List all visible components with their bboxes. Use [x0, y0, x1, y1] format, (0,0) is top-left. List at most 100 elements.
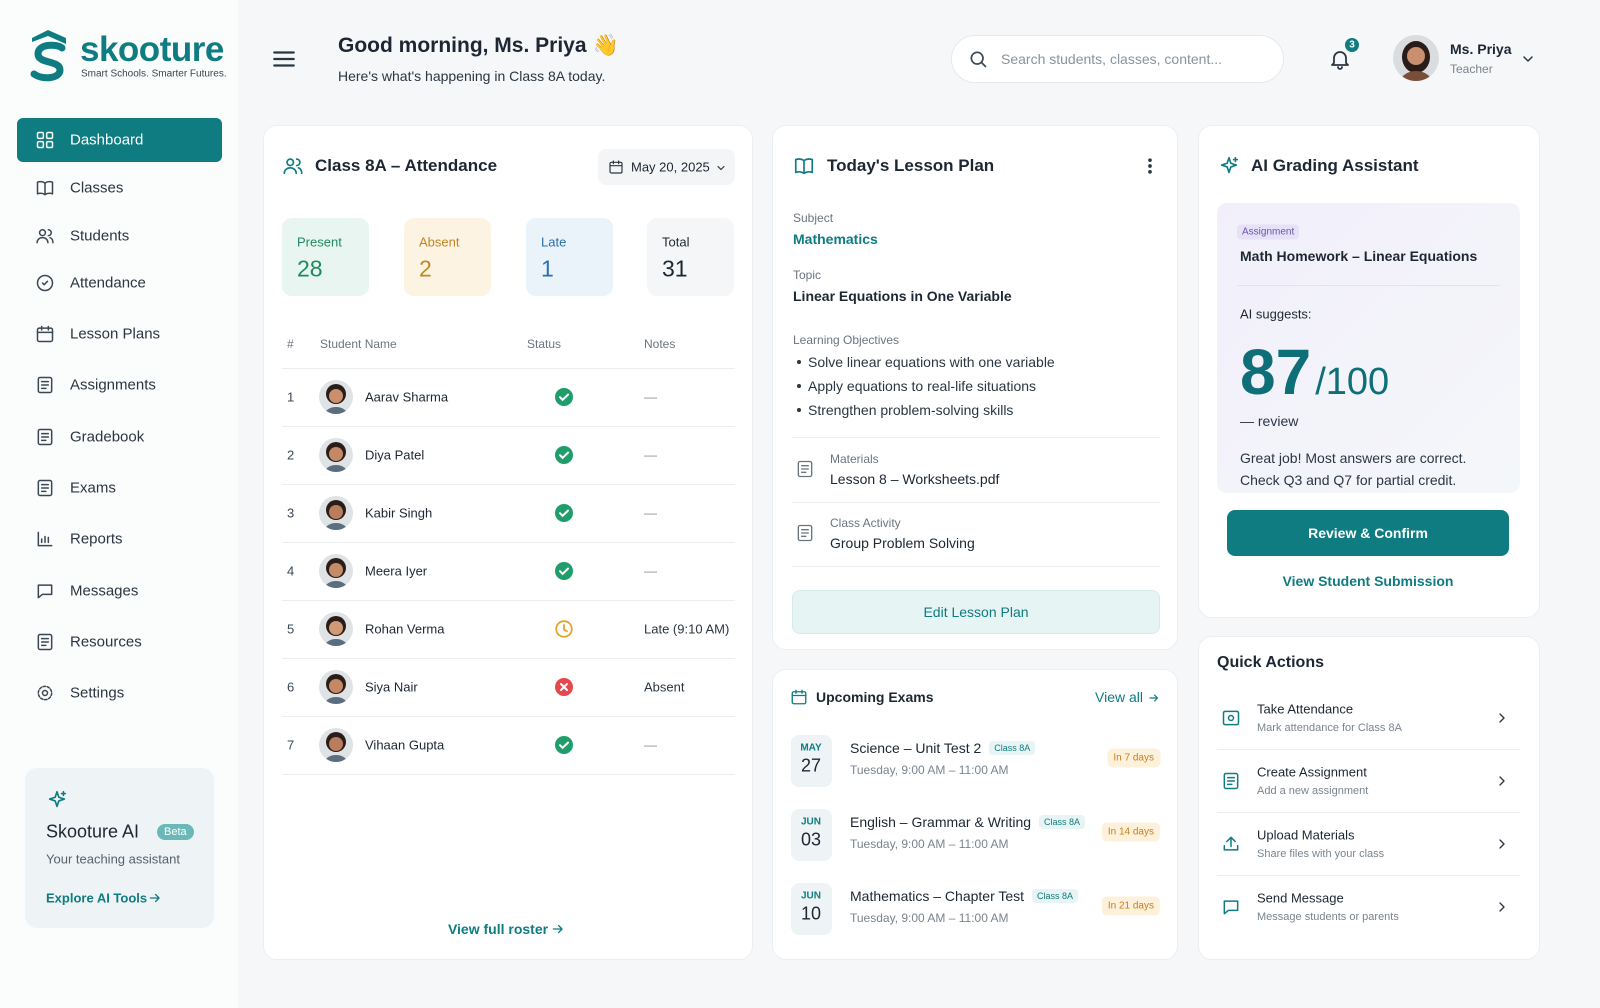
ai-badge: Beta [157, 824, 194, 840]
stat-tile [647, 218, 734, 296]
icon-shape [37, 685, 53, 701]
quick-action[interactable] [1217, 814, 1520, 874]
icon-shape [40, 535, 50, 544]
icon-shape [1331, 51, 1349, 66]
icon-shape [329, 679, 343, 693]
nav-label: Attendance [70, 274, 146, 292]
quick-action[interactable] [1217, 751, 1520, 811]
card-title: Quick Actions [1217, 654, 1324, 671]
button-label[interactable]: Edit Lesson Plan [923, 604, 1029, 620]
icon-shape [37, 479, 53, 497]
exam-day: 27 [800, 755, 822, 776]
icon-shape [47, 229, 54, 244]
icon-shape [1499, 713, 1505, 723]
column-header: Notes [644, 337, 676, 351]
icon-shape [36, 327, 54, 343]
icon [282, 155, 304, 177]
ai-promo-link[interactable]: Explore AI Tools [46, 890, 148, 906]
icon-shape [555, 620, 573, 638]
action-subtitle: Message students or parents [1257, 911, 1399, 923]
objective: Solve linear equations with one variable [808, 354, 1055, 370]
icon [608, 159, 624, 175]
icon-shape [1232, 156, 1239, 163]
student-avatar [319, 496, 353, 530]
exam-time: Tuesday, 9:00 AM – 11:00 AM [850, 763, 1009, 777]
view-roster-link[interactable]: View full roster [447, 921, 549, 937]
stat-label: Total [662, 234, 690, 250]
icon-shape [555, 504, 573, 522]
icon-shape [1223, 900, 1239, 915]
search-box[interactable] [951, 35, 1284, 83]
icon-shape [329, 505, 343, 519]
quick-action[interactable] [1217, 877, 1520, 937]
row-number: 7 [287, 737, 295, 753]
icon-shape [283, 158, 303, 175]
field-label: Topic [793, 268, 822, 282]
edit-lesson-button[interactable] [792, 590, 1160, 634]
due-tag: In 21 days [1101, 896, 1160, 916]
icon-shape [1149, 694, 1159, 702]
score-max: /100 [1315, 361, 1390, 403]
icon-shape [36, 140, 45, 149]
icon [1494, 899, 1510, 915]
icon [1221, 771, 1241, 791]
icon-shape [555, 736, 573, 754]
icon-shape [1499, 902, 1505, 912]
icon-shape [1223, 772, 1239, 790]
icon-shape [36, 131, 45, 140]
icon [1140, 156, 1160, 176]
icon-shape [329, 389, 343, 403]
button-label[interactable]: Review & Confirm [1308, 525, 1428, 541]
divider [282, 426, 735, 427]
icon-shape [559, 741, 569, 750]
exam-month: JUN [800, 816, 822, 828]
icon-shape [40, 380, 50, 390]
icon-shape [609, 160, 623, 167]
quick-action[interactable] [1217, 688, 1520, 748]
suggests-label: AI suggests: [1240, 306, 1312, 322]
icon-shape [1148, 158, 1152, 174]
view-all-link[interactable]: View all [1095, 689, 1143, 705]
icon [795, 459, 815, 479]
exam-time: Tuesday, 9:00 AM – 11:00 AM [850, 837, 1009, 851]
icon-shape [324, 465, 348, 472]
score: 87/100 [1240, 335, 1389, 409]
user-avatar [1393, 35, 1439, 81]
icon-shape [797, 460, 813, 478]
class-tag: Class 8A [1039, 815, 1086, 829]
icon-shape [559, 509, 569, 518]
icon-shape [555, 620, 573, 638]
submission-link[interactable]: View Student Submission [1282, 573, 1454, 589]
row-number: 6 [287, 679, 295, 695]
stat-value: 1 [541, 255, 554, 282]
icon-shape [1337, 66, 1343, 70]
objective: Strengthen problem-solving skills [808, 402, 1014, 418]
field-label: Learning Objectives [793, 333, 900, 347]
icon-shape [970, 51, 987, 68]
exam-name: English – Grammar & Writing [850, 814, 1032, 830]
feedback: Check Q3 and Q7 for partial credit. [1240, 472, 1457, 488]
icon [35, 632, 55, 652]
exam-month: JUN [800, 890, 822, 902]
icon-shape [559, 393, 569, 402]
ai-promo-title: Skooture AI [46, 821, 140, 842]
icon-shape [36, 274, 54, 292]
stat-label: Present [297, 234, 342, 250]
card-title: Upcoming Exams [816, 689, 934, 705]
icon-shape [801, 465, 809, 473]
review-button[interactable] [1227, 510, 1509, 556]
date-picker[interactable] [598, 149, 735, 185]
icon-shape [324, 616, 348, 646]
divider [282, 484, 735, 485]
icon [148, 891, 162, 905]
due-tag: In 7 days [1107, 748, 1160, 768]
bullet [797, 360, 801, 364]
action-title: Take Attendance [1257, 701, 1354, 717]
icon-shape [41, 689, 49, 697]
icon [271, 46, 297, 72]
nav-item[interactable] [17, 118, 222, 162]
icon-shape [48, 790, 67, 808]
divider [1237, 285, 1500, 286]
score-value: 87 [1240, 336, 1312, 408]
